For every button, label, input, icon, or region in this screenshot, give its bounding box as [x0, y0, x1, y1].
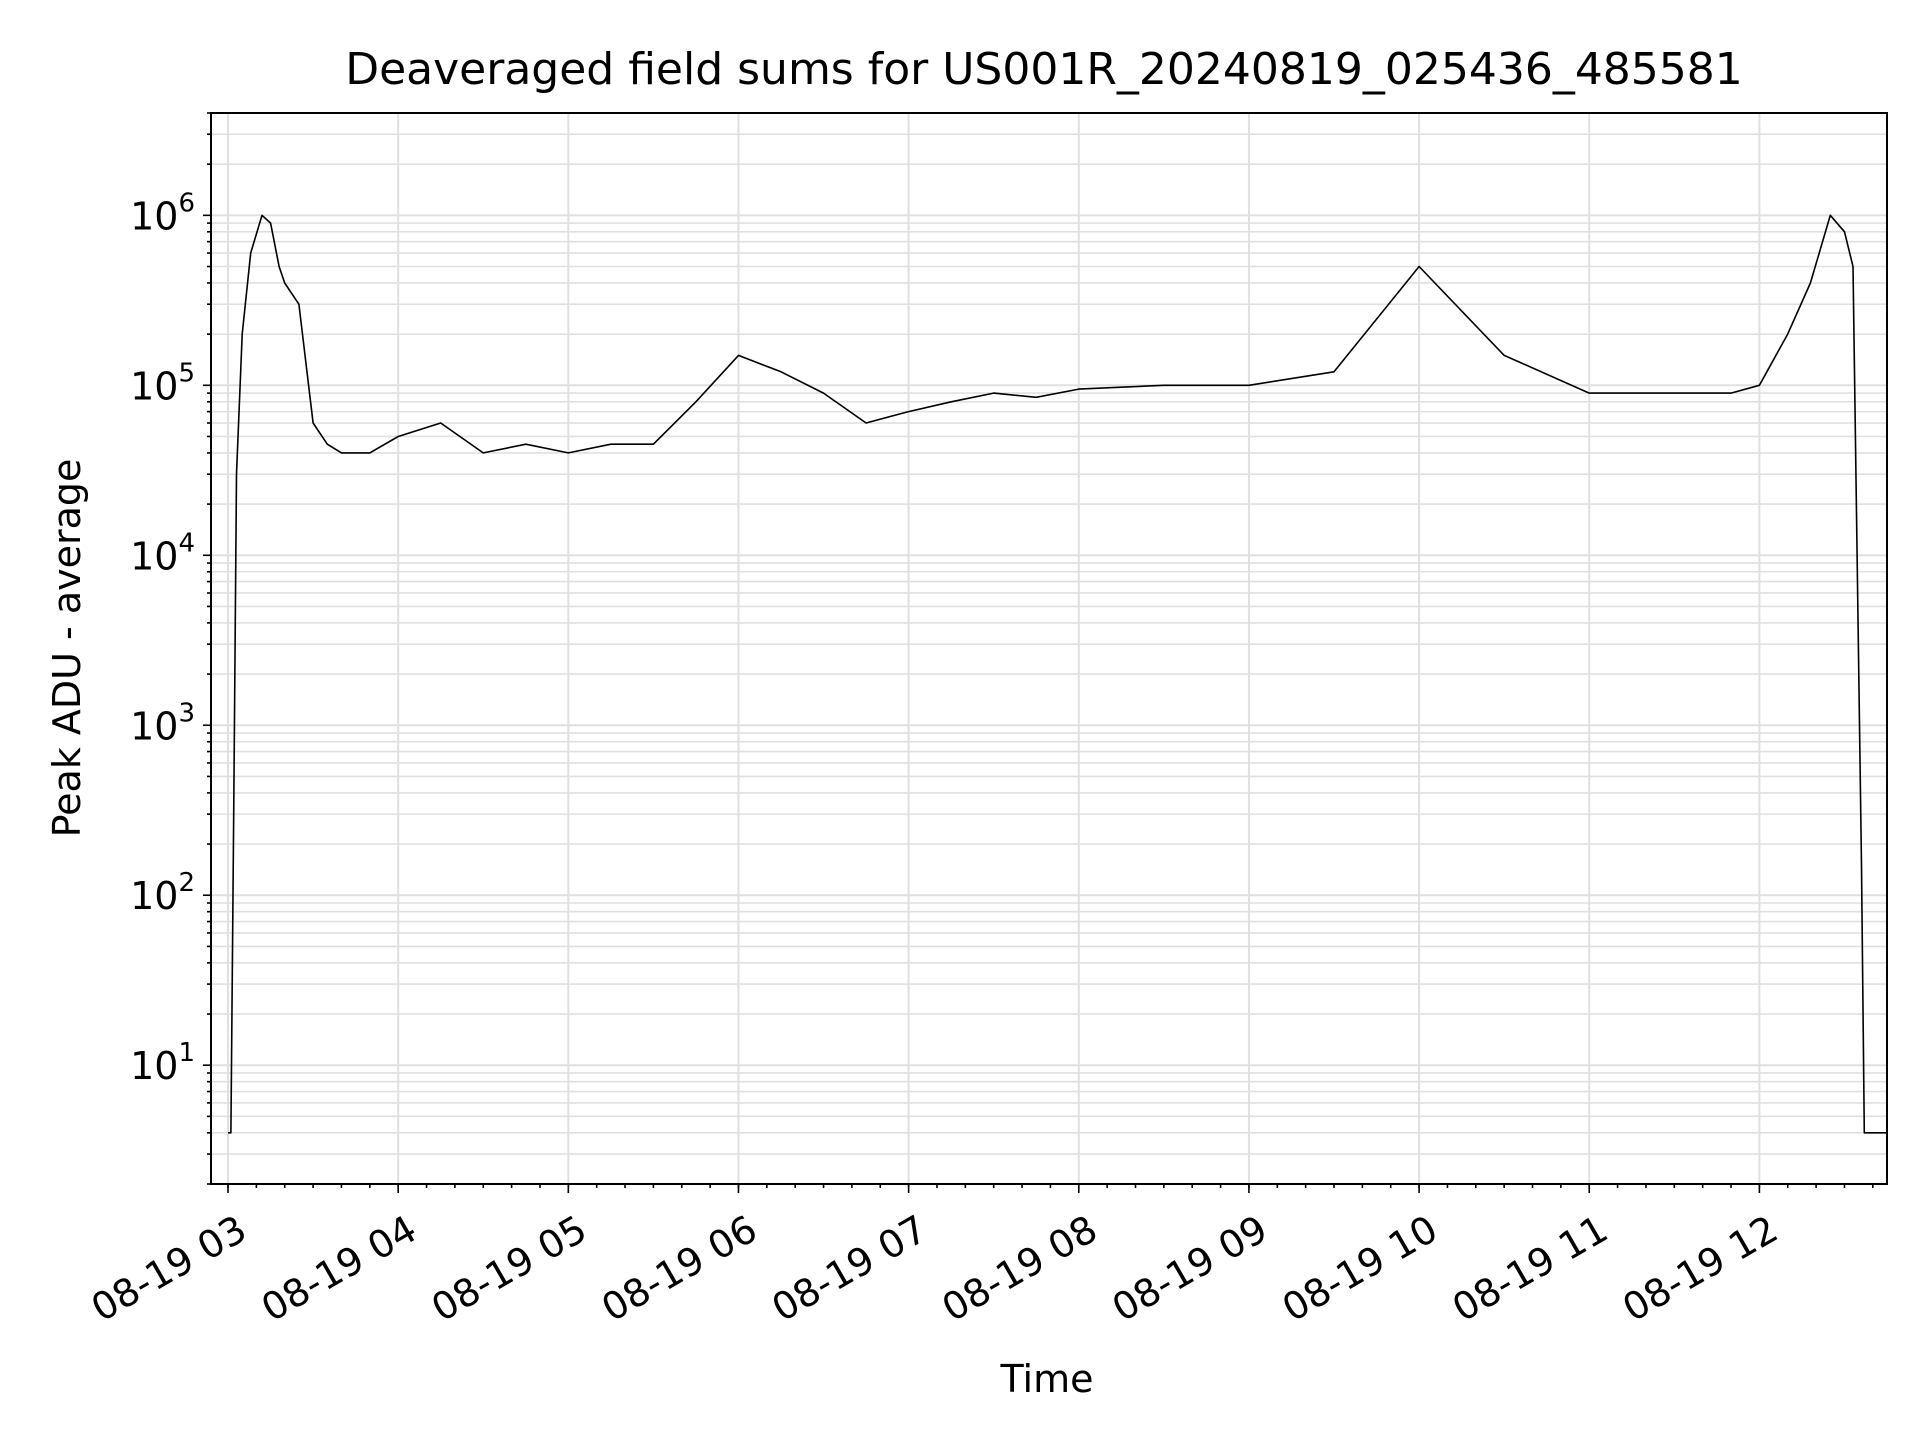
- x-tick-label: 08-19 11: [1445, 1207, 1615, 1331]
- plot-frame: [210, 112, 1888, 1185]
- x-tick-label: 08-19 05: [424, 1207, 594, 1331]
- y-tick-exponent: 2: [178, 868, 195, 898]
- x-tick-label: 08-19 04: [254, 1207, 424, 1331]
- x-tick-label: 08-19 08: [935, 1207, 1105, 1331]
- x-tick-label: 08-19 07: [764, 1207, 934, 1331]
- x-tick-label: 08-19 12: [1615, 1207, 1785, 1331]
- y-tick-label: 101: [130, 1038, 195, 1088]
- x-tick-label: 08-19 06: [594, 1207, 764, 1331]
- y-tick-base: 10: [130, 874, 178, 918]
- y-tick-label: 102: [130, 868, 195, 918]
- y-tick-exponent: 6: [178, 188, 195, 218]
- x-axis-label: Time: [1000, 1357, 1094, 1401]
- grid: [211, 112, 1887, 1185]
- x-tick-label: 08-19 03: [84, 1207, 254, 1331]
- y-tick-exponent: 5: [178, 358, 195, 388]
- y-tick-label: 106: [130, 188, 195, 238]
- y-tick-base: 10: [130, 194, 178, 238]
- x-tick-label: 08-19 10: [1275, 1207, 1445, 1331]
- y-axis-label: Peak ADU - average: [45, 459, 89, 838]
- chart-title: Deaveraged field sums for US001R_2024081…: [345, 44, 1743, 95]
- x-axis: 08-19 03 08-19 04 08-19 05 08-19 06 08-19 07…: [84, 1184, 1874, 1331]
- y-tick-label: 103: [130, 698, 195, 748]
- series-layer: [228, 214, 1887, 1134]
- y-tick-base: 10: [130, 1044, 178, 1088]
- y-tick-base: 10: [130, 704, 178, 748]
- y-tick-exponent: 4: [178, 528, 195, 558]
- series-line: [228, 214, 1887, 1134]
- y-tick-base: 10: [130, 364, 178, 408]
- y-tick-label: 104: [130, 528, 195, 578]
- y-tick-label: 105: [130, 358, 195, 408]
- y-tick-base: 10: [130, 534, 178, 578]
- x-tick-label: 08-19 09: [1105, 1207, 1275, 1331]
- y-tick-exponent: 3: [178, 698, 195, 728]
- y-tick-exponent: 1: [178, 1038, 195, 1068]
